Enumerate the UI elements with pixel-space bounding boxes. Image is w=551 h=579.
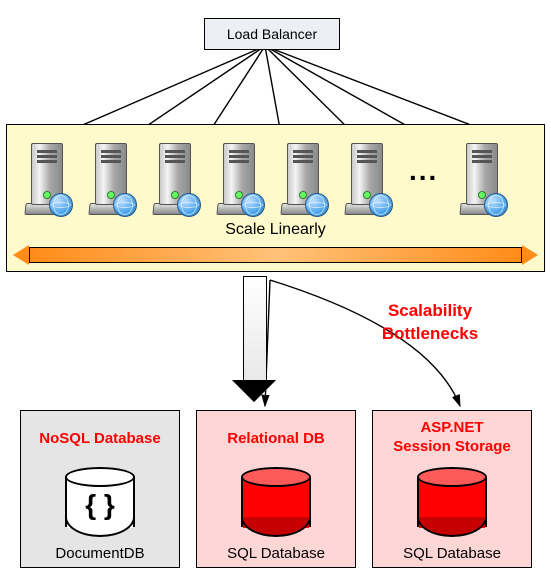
relational-subtitle: SQL Database [197,539,355,572]
sql-db-icon [241,467,311,537]
session-title-line2: Session Storage [393,438,511,455]
big-down-arrow-icon [232,276,276,406]
bottleneck-line1: Scalability [388,301,472,320]
scale-linearly-label: Scale Linearly [7,221,544,239]
bottleneck-line2: Bottlenecks [382,324,478,343]
load-balancer-box: Load Balancer [204,18,340,50]
relational-title: Relational DB [197,411,355,459]
session-title-line1: ASP.NET [420,419,483,436]
server-tier-band: ... Scale Linearly [6,124,545,272]
session-db-icon [417,467,487,537]
nosql-subtitle: DocumentDB [21,539,179,572]
curly-braces-icon: { } [65,489,135,521]
session-subtitle: SQL Database [373,539,531,572]
web-server-icon [343,143,389,215]
load-balancer-label: Load Balancer [227,26,317,42]
session-card: ASP.NET Session Storage SQL Database [372,410,532,568]
bottleneck-label: Scalability Bottlenecks [350,300,510,346]
architecture-diagram: Load Balancer ... Scale Linearly Scalabi… [0,0,551,579]
scale-arrow-icon [13,245,538,265]
ellipsis-icon: ... [407,155,440,203]
relational-card: Relational DB SQL Database [196,410,356,568]
web-server-icon [215,143,261,215]
nosql-card: NoSQL Database { } DocumentDB [20,410,180,568]
server-row: ... [23,143,504,215]
web-server-icon [87,143,133,215]
session-title: ASP.NET Session Storage [373,411,531,459]
web-server-icon [23,143,69,215]
document-db-icon: { } [65,467,135,537]
web-server-icon [279,143,325,215]
web-server-icon [151,143,197,215]
web-server-icon [458,143,504,215]
nosql-title: NoSQL Database [21,411,179,459]
